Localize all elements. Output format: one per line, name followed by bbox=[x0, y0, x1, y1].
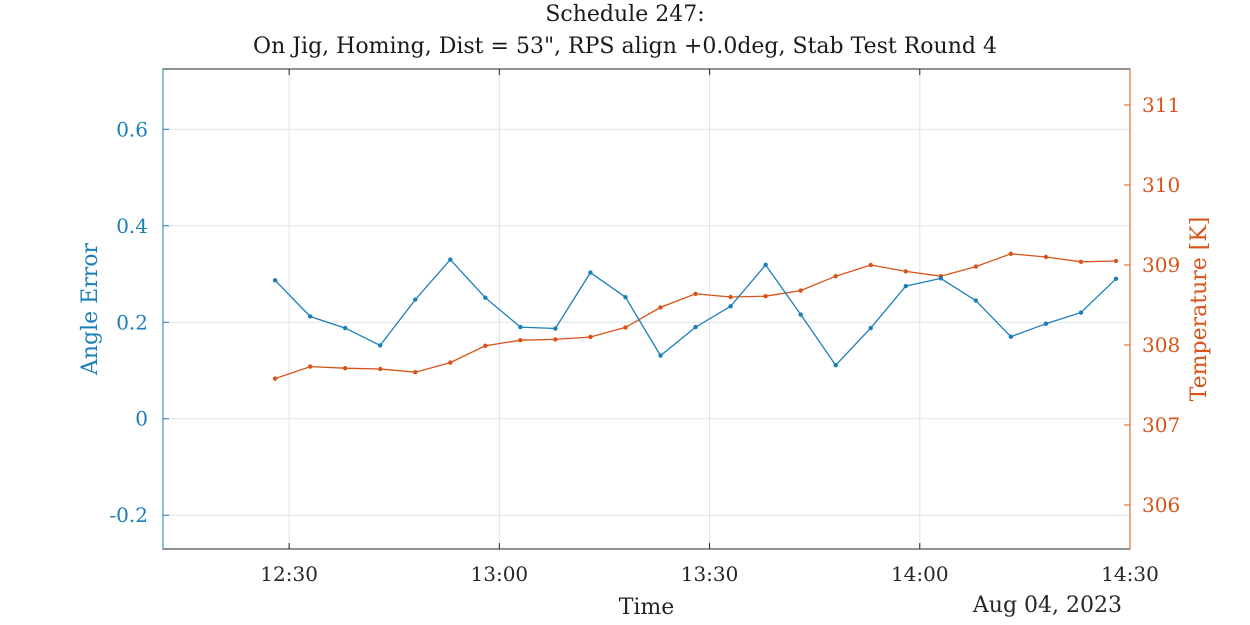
y-left-tick-label: 0.2 bbox=[116, 310, 148, 334]
temperature-data-point bbox=[1113, 258, 1119, 264]
temperature-data-point bbox=[553, 337, 558, 342]
angle-error-data-point bbox=[658, 353, 663, 358]
angle-error-data-point bbox=[938, 276, 944, 281]
angle-error-data-point bbox=[623, 294, 628, 300]
temperature-data-point bbox=[973, 264, 979, 269]
angle-error-data-point bbox=[553, 326, 558, 331]
temperature-data-point bbox=[448, 360, 453, 365]
temperature-data-point bbox=[307, 364, 313, 369]
plot-area-frame bbox=[162, 68, 1131, 550]
x-axis-label: Time bbox=[619, 595, 675, 620]
temperature-series-line bbox=[274, 253, 1117, 380]
temperature-data-point bbox=[658, 305, 663, 310]
angle-error-data-point bbox=[448, 257, 453, 262]
temperature-data-point bbox=[833, 274, 838, 279]
x-tick-label: 14:30 bbox=[1101, 562, 1159, 586]
angle-error-data-point bbox=[693, 324, 698, 330]
temperature-data-point bbox=[798, 288, 803, 293]
angle-error-data-point bbox=[833, 363, 838, 368]
y-left-tick-label: 0.6 bbox=[116, 117, 148, 141]
y-right-tick-label: 309 bbox=[1142, 253, 1180, 277]
y-right-tick-label: 310 bbox=[1142, 173, 1180, 197]
angle-error-data-point bbox=[378, 343, 383, 348]
angle-error-data-point bbox=[483, 295, 488, 300]
angle-error-series-line bbox=[274, 258, 1117, 367]
y-right-tick-label: 307 bbox=[1142, 413, 1180, 437]
ticks-layer: 12:30 13:00 13:30 14:00 14:30 -0.2 0 0.2 0.4 0.6 3… bbox=[109, 69, 1180, 586]
angle-error-data-point bbox=[728, 304, 733, 309]
temperature-data-point bbox=[588, 334, 593, 340]
temperature-data-point bbox=[623, 325, 628, 330]
angle-error-data-point bbox=[1008, 334, 1014, 339]
angle-error-data-point bbox=[903, 283, 908, 289]
x-tick-label: 13:30 bbox=[681, 562, 739, 586]
temperature-data-point bbox=[342, 366, 348, 371]
angle-error-data-point bbox=[413, 297, 418, 302]
y-left-tick-label: 0 bbox=[135, 407, 148, 431]
y-right-tick-label: 306 bbox=[1142, 493, 1180, 517]
angle-error-data-point bbox=[307, 314, 313, 319]
x-tick-label: 12:30 bbox=[260, 562, 318, 586]
temperature-data-point bbox=[413, 370, 418, 375]
temperature-data-point bbox=[483, 343, 488, 348]
angle-error-data-point bbox=[798, 312, 803, 317]
temperature-data-point bbox=[1008, 251, 1014, 256]
temperature-data-point bbox=[272, 376, 278, 381]
temperature-data-point bbox=[763, 294, 768, 299]
angle-error-data-point bbox=[588, 270, 593, 275]
temperature-data-point bbox=[1043, 254, 1049, 260]
angle-error-data-point bbox=[973, 298, 979, 303]
x-tick-label: 13:00 bbox=[471, 562, 529, 586]
y-right-tick-label: 308 bbox=[1142, 333, 1180, 357]
temperature-data-point bbox=[868, 262, 873, 268]
angle-error-data-point bbox=[518, 324, 523, 330]
temperature-data-point bbox=[728, 294, 733, 300]
x-axis-date-label: Aug 04, 2023 bbox=[972, 593, 1122, 618]
y-left-tick-label: 0.4 bbox=[116, 214, 148, 238]
temperature-data-point bbox=[378, 366, 383, 372]
series-layer bbox=[272, 251, 1119, 381]
angle-error-data-point bbox=[868, 325, 873, 331]
y-axis-right-label: Temperature [K] bbox=[1187, 217, 1212, 402]
y-left-tick-label: -0.2 bbox=[109, 503, 148, 527]
angle-error-data-point bbox=[1078, 310, 1084, 315]
temperature-data-point bbox=[693, 291, 698, 296]
temperature-data-point bbox=[518, 338, 523, 343]
x-tick-label: 14:00 bbox=[891, 562, 949, 586]
chart-subtitle: On Jig, Homing, Dist = 53", RPS align +0… bbox=[253, 34, 997, 59]
temperature-data-point bbox=[1078, 259, 1084, 264]
temperature-data-point bbox=[903, 269, 908, 274]
y-right-tick-label: 311 bbox=[1142, 93, 1180, 117]
grid-layer bbox=[163, 69, 1131, 549]
angle-error-data-point bbox=[342, 325, 348, 331]
chart-title: Schedule 247: bbox=[545, 2, 705, 27]
y-axis-left-label: Angle Error bbox=[78, 242, 103, 376]
angle-error-data-point bbox=[763, 262, 768, 268]
angle-error-data-point bbox=[272, 278, 278, 283]
angle-error-data-point bbox=[1113, 276, 1119, 282]
angle-error-data-point bbox=[1043, 321, 1049, 326]
